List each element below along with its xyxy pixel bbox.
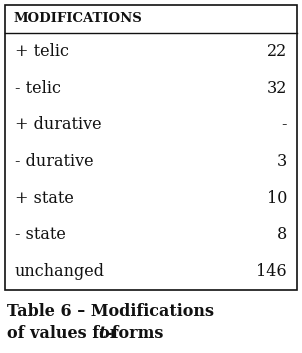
Text: -forms: -forms — [105, 325, 163, 342]
Text: 32: 32 — [267, 79, 287, 97]
Text: + state: + state — [15, 190, 74, 207]
Text: - telic: - telic — [15, 79, 61, 97]
Text: Table 6 – Modifications: Table 6 – Modifications — [7, 304, 214, 321]
Text: 3: 3 — [277, 153, 287, 170]
Text: MODIFICATIONS: MODIFICATIONS — [13, 12, 142, 25]
Text: - state: - state — [15, 226, 66, 244]
Text: t: t — [98, 325, 105, 342]
Text: 22: 22 — [267, 43, 287, 60]
Text: + telic: + telic — [15, 43, 69, 60]
Text: 8: 8 — [277, 226, 287, 244]
Text: 146: 146 — [256, 263, 287, 280]
Text: 10: 10 — [267, 190, 287, 207]
Bar — [5, 5, 297, 290]
Text: -: - — [281, 116, 287, 133]
Text: unchanged: unchanged — [15, 263, 105, 280]
Text: + durative: + durative — [15, 116, 102, 133]
Text: of values for: of values for — [7, 325, 124, 342]
Text: - durative: - durative — [15, 153, 94, 170]
